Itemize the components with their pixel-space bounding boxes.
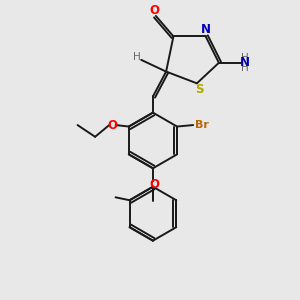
Text: N: N [201, 23, 211, 37]
Text: H: H [242, 63, 249, 73]
Text: H: H [242, 52, 249, 62]
Text: H: H [133, 52, 141, 62]
Text: Br: Br [195, 120, 209, 130]
Text: S: S [196, 83, 204, 96]
Text: N: N [240, 56, 250, 69]
Text: O: O [107, 118, 117, 132]
Text: O: O [149, 4, 159, 17]
Text: O: O [149, 178, 159, 191]
